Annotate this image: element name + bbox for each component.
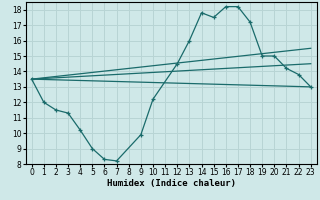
X-axis label: Humidex (Indice chaleur): Humidex (Indice chaleur) <box>107 179 236 188</box>
